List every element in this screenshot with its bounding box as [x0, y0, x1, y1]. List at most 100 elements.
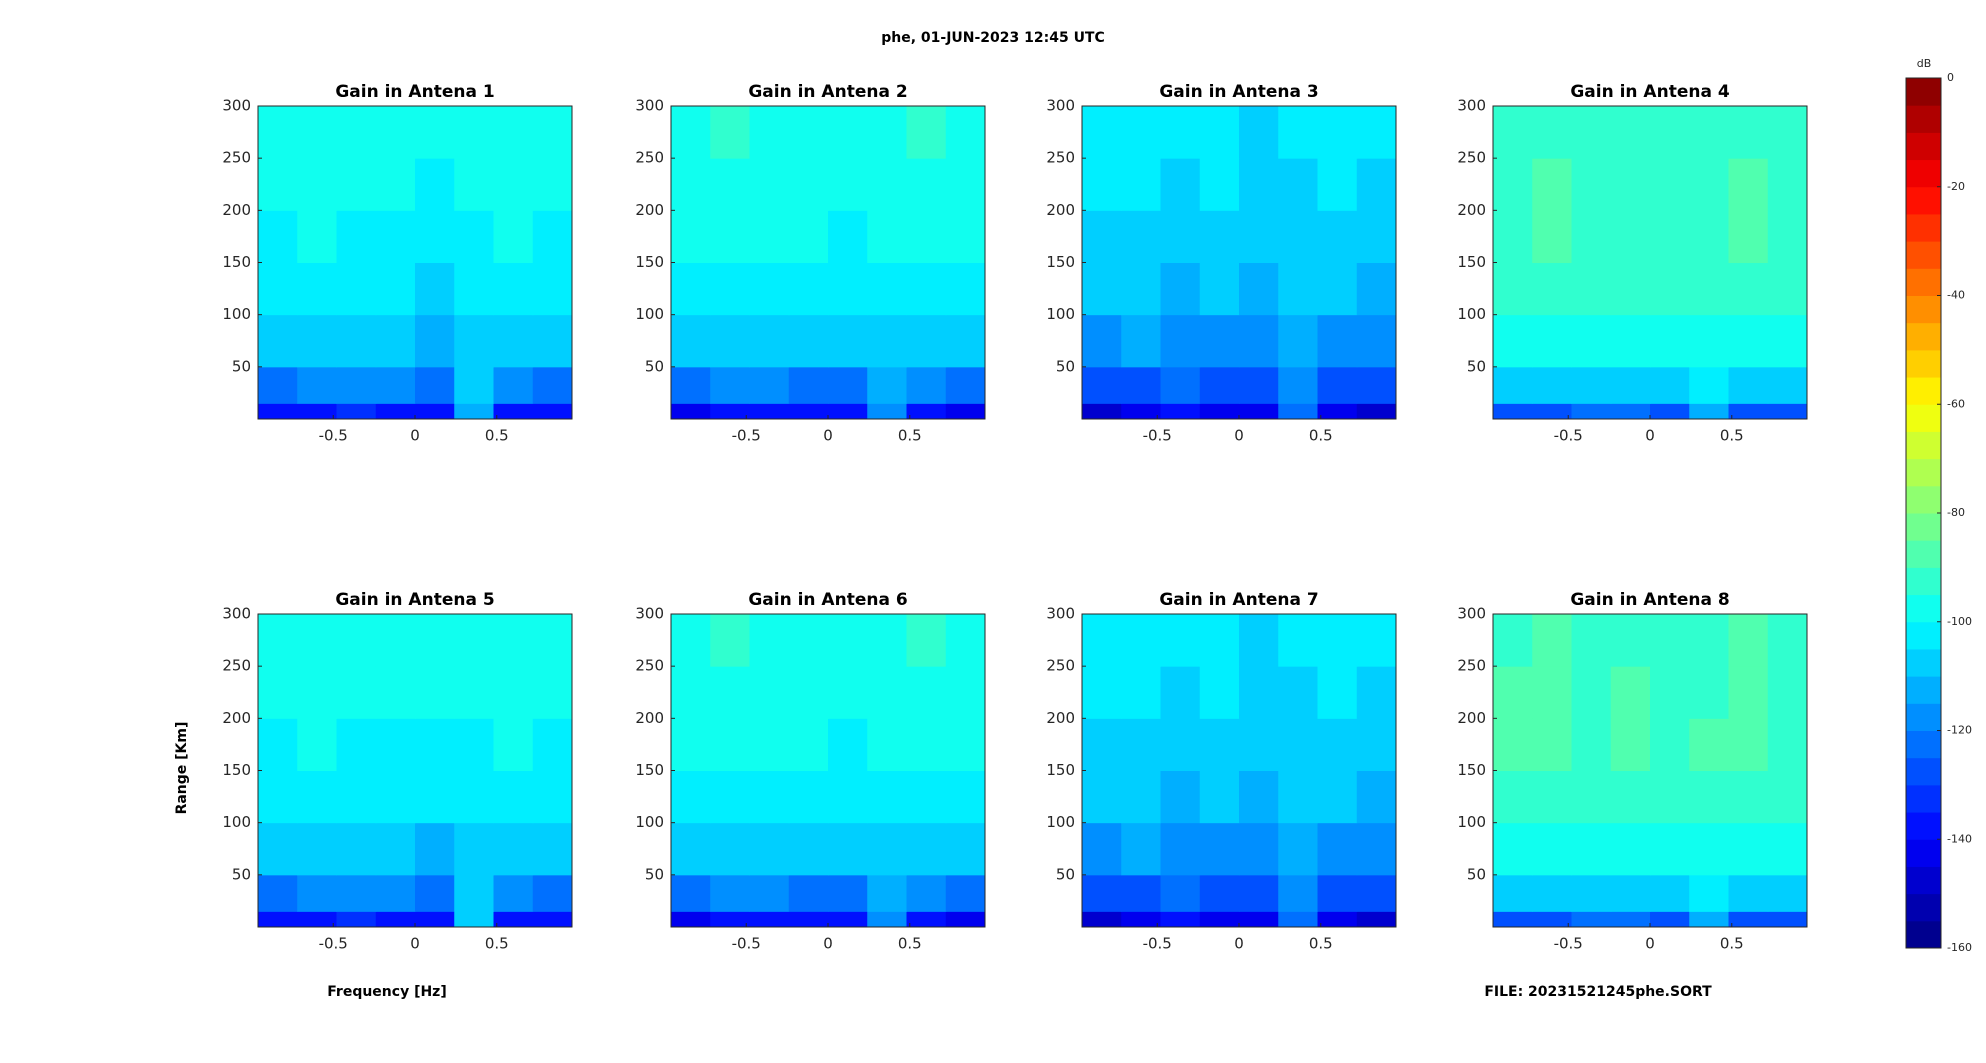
heatmap-cell	[1356, 314, 1397, 368]
heatmap-cell	[532, 106, 573, 159]
heatmap-cell	[336, 106, 377, 159]
y-tick-label: 250	[1457, 657, 1486, 675]
y-tick-label: 250	[222, 657, 251, 675]
heatmap-cell	[867, 614, 907, 667]
y-tick-label: 200	[1046, 201, 1075, 219]
heatmap-cell	[1728, 314, 1769, 368]
heatmap-cell	[258, 874, 298, 912]
heatmap-cell	[1767, 874, 1808, 912]
colorbar-tick-label: -40	[1947, 289, 1965, 302]
heatmap-cell	[1728, 911, 1769, 928]
heatmap-cell	[945, 614, 986, 667]
panel-title: Gain in Antena 2	[748, 82, 907, 102]
heatmap-cell	[867, 770, 907, 824]
heatmap-cell	[336, 874, 377, 912]
heatmap-cell	[710, 314, 750, 368]
heatmap-cell	[828, 666, 868, 719]
colorbar-swatch	[1906, 839, 1941, 867]
heatmap-cell	[1121, 314, 1161, 368]
heatmap-cell	[906, 158, 947, 211]
heatmap-cell	[1160, 911, 1201, 928]
heatmap-cell	[906, 403, 947, 420]
heatmap-cell	[828, 911, 868, 928]
heatmap-cell	[258, 614, 298, 667]
heatmap-cell	[1767, 718, 1808, 771]
heatmap-cell	[1571, 911, 1612, 928]
heatmap-cell	[415, 314, 455, 368]
heatmap-cell	[1532, 366, 1572, 404]
x-axis-label: Frequency [Hz]	[327, 984, 446, 1000]
heatmap-cell	[788, 911, 829, 928]
heatmap-cell	[1317, 314, 1358, 368]
y-tick-label: 50	[1056, 357, 1075, 375]
heatmap-cell	[454, 770, 494, 824]
heatmap-cell	[375, 158, 416, 211]
heatmap-cell	[1689, 770, 1729, 824]
heatmap-cell	[1317, 158, 1358, 211]
heatmap-cell	[1160, 403, 1201, 420]
heatmap-cell	[1278, 822, 1318, 876]
heatmap-cell	[1532, 822, 1572, 876]
heatmap-cell	[1356, 106, 1397, 159]
heatmap-cell	[1493, 366, 1533, 404]
y-tick-label: 150	[1457, 761, 1486, 779]
heatmap-cell	[375, 614, 416, 667]
heatmap-cell	[493, 314, 534, 368]
heatmap-cell	[375, 874, 416, 912]
heatmap-cell	[1278, 911, 1318, 928]
heatmap-cell	[454, 210, 494, 263]
heatmap-cell	[1160, 874, 1201, 912]
heatmap-cell	[828, 210, 868, 263]
heatmap-cell	[671, 403, 711, 420]
y-tick-label: 50	[232, 357, 251, 375]
y-tick-label: 50	[232, 865, 251, 883]
heatmap-cell	[258, 770, 298, 824]
heatmap-cell	[1121, 210, 1161, 263]
heatmap-cell	[1239, 874, 1279, 912]
heatmap-cell	[1610, 314, 1651, 368]
heatmap-cell	[1239, 822, 1279, 876]
heatmap-cell	[493, 262, 534, 316]
x-tick-label: 0.5	[1309, 427, 1333, 445]
heatmap-cell	[1689, 314, 1729, 368]
file-label: FILE: 20231521245phe.SORT	[1484, 984, 1712, 1000]
heatmap-cell	[532, 911, 573, 928]
heatmap-cell	[906, 262, 947, 316]
heatmap-cell	[1160, 614, 1201, 667]
heatmap-cell	[1121, 158, 1161, 211]
heatmap-cell	[493, 822, 534, 876]
heatmap-cell	[1571, 614, 1612, 667]
heatmap-cell	[1199, 718, 1240, 771]
heatmap-cell	[1121, 822, 1161, 876]
heatmap-cell	[1160, 718, 1201, 771]
heatmap-cell	[1317, 210, 1358, 263]
heatmap-cell	[336, 718, 377, 771]
heatmap-cell	[1571, 158, 1612, 211]
y-tick-label: 250	[1457, 149, 1486, 167]
heatmap-cell	[1317, 106, 1358, 159]
heatmap-cell	[1689, 822, 1729, 876]
heatmap-cell	[1356, 822, 1397, 876]
y-tick-label: 200	[222, 201, 251, 219]
heatmap-cell	[788, 262, 829, 316]
heatmap-cell	[1160, 822, 1201, 876]
heatmap-cell	[749, 106, 790, 159]
heatmap-cell	[1160, 314, 1201, 368]
heatmap-cell	[1160, 262, 1201, 316]
heatmap-cell	[297, 366, 337, 404]
y-tick-label: 300	[1457, 97, 1486, 115]
heatmap-cell	[415, 770, 455, 824]
heatmap-cell	[710, 106, 750, 159]
y-tick-label: 100	[1046, 305, 1075, 323]
heatmap-cell	[1199, 106, 1240, 159]
heatmap-cell	[1199, 666, 1240, 719]
heatmap-cell	[749, 366, 790, 404]
heatmap-cell	[867, 666, 907, 719]
panel-title: Gain in Antena 6	[748, 590, 907, 610]
heatmap-cell	[493, 614, 534, 667]
x-tick-label: -0.5	[319, 935, 348, 953]
heatmap-cell	[532, 366, 573, 404]
heatmap-cell	[1082, 770, 1122, 824]
heatmap-cell	[375, 106, 416, 159]
heatmap-cell	[297, 262, 337, 316]
